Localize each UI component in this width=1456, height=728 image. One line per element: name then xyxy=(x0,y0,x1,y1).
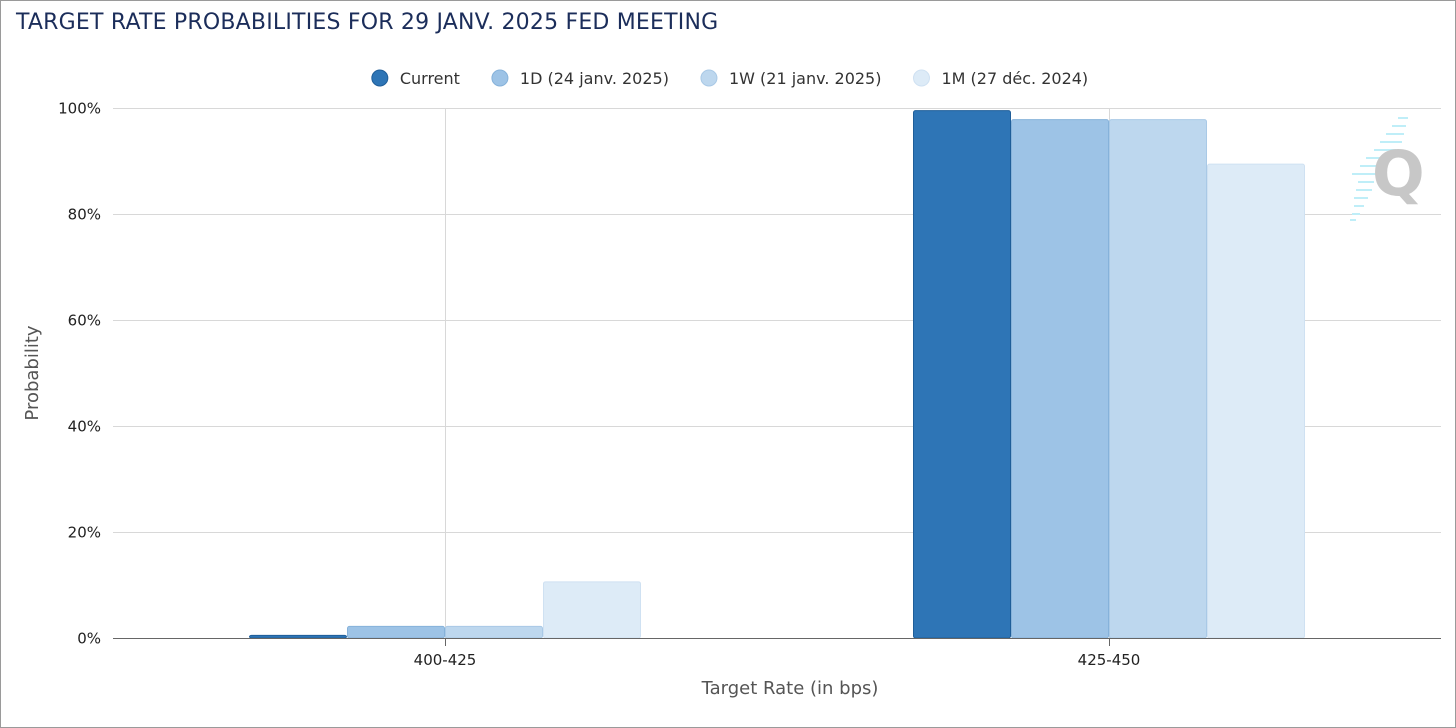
legend-label: 1M (27 déc. 2024) xyxy=(941,69,1088,88)
bar-1d-400-425[interactable] xyxy=(347,625,445,639)
y-axis-title: Probability xyxy=(22,325,43,420)
bar-1d-425-450[interactable] xyxy=(1011,119,1109,639)
bar-1m-425-450[interactable] xyxy=(1207,163,1305,639)
bars xyxy=(249,110,1305,639)
legend-dot-icon xyxy=(912,69,930,87)
legend-item[interactable]: 1D (24 janv. 2025) xyxy=(491,69,669,88)
legend-item[interactable]: Current xyxy=(371,69,460,88)
y-tick-label: 100% xyxy=(58,100,101,118)
legend-label: 1D (24 janv. 2025) xyxy=(520,69,669,88)
x-tick-label: 400-425 xyxy=(414,651,477,669)
svg-text:Q: Q xyxy=(1372,137,1425,210)
y-tick-label: 40% xyxy=(68,418,101,436)
y-tick-label: 60% xyxy=(68,312,101,330)
legend-dot-icon xyxy=(700,69,718,87)
legend: Current 1D (24 janv. 2025) 1W (21 janv. 20… xyxy=(371,69,1088,88)
legend-label: Current xyxy=(400,69,460,88)
watermark-logo-icon: Q xyxy=(1350,117,1425,221)
bar-1m-400-425[interactable] xyxy=(543,581,641,639)
legend-dot-icon xyxy=(371,69,389,87)
legend-label: 1W (21 janv. 2025) xyxy=(729,69,882,88)
legend-item[interactable]: 1M (27 déc. 2024) xyxy=(912,69,1088,88)
y-tick-label: 0% xyxy=(77,630,101,648)
x-tick-label: 425-450 xyxy=(1078,651,1141,669)
bar-current-400-425[interactable] xyxy=(249,634,347,639)
bar-current-425-450[interactable] xyxy=(913,110,1011,639)
y-tick-label: 20% xyxy=(68,524,101,542)
x-axis-title: Target Rate (in bps) xyxy=(701,678,879,699)
bar-1w-400-425[interactable] xyxy=(445,625,543,639)
y-tick-label: 80% xyxy=(68,206,101,224)
chart-title: TARGET RATE PROBABILITIES FOR 29 JANV. 2… xyxy=(16,10,719,35)
axes: 0% 20% 40% 60% 80% 100% 400-425 425-450 Target R… xyxy=(22,100,1441,699)
bar-1w-425-450[interactable] xyxy=(1109,119,1207,639)
legend-item[interactable]: 1W (21 janv. 2025) xyxy=(700,69,882,88)
legend-dot-icon xyxy=(491,69,509,87)
